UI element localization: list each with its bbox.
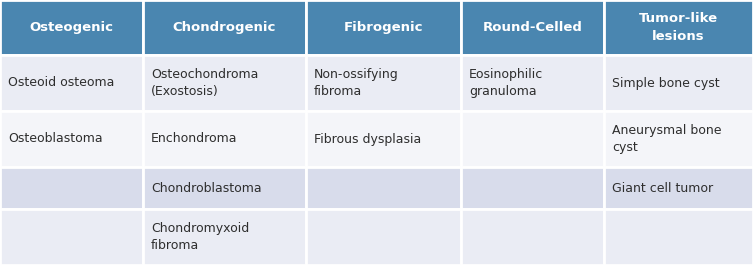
Bar [306, 167, 461, 209]
Text: Round-Celled: Round-Celled [483, 21, 582, 34]
Bar [461, 209, 604, 265]
Text: Non-ossifying
fibroma: Non-ossifying fibroma [314, 68, 399, 98]
Bar [0, 209, 143, 265]
Bar [143, 55, 306, 111]
Text: Chondroblastoma: Chondroblastoma [151, 182, 261, 195]
Text: Aneurysmal bone
cyst: Aneurysmal bone cyst [612, 124, 721, 154]
Text: Giant cell tumor: Giant cell tumor [612, 182, 713, 195]
Bar [461, 167, 604, 209]
Bar [306, 55, 461, 111]
Text: Fibrogenic: Fibrogenic [344, 21, 423, 34]
Text: Osteoid osteoma: Osteoid osteoma [8, 76, 114, 90]
Bar [604, 209, 753, 265]
Bar [461, 111, 604, 167]
Bar [143, 0, 306, 55]
Text: Osteochondroma
(Exostosis): Osteochondroma (Exostosis) [151, 68, 258, 98]
Bar [143, 209, 306, 265]
Text: Tumor-like
lesions: Tumor-like lesions [639, 13, 718, 43]
Text: Osteoblastoma: Osteoblastoma [8, 133, 102, 145]
Text: Chondrogenic: Chondrogenic [172, 21, 276, 34]
Bar [143, 167, 306, 209]
Bar [604, 167, 753, 209]
Bar [143, 111, 306, 167]
Bar [461, 0, 604, 55]
Bar [461, 55, 604, 111]
Text: Eosinophilic
granuloma: Eosinophilic granuloma [469, 68, 543, 98]
Text: Osteogenic: Osteogenic [29, 21, 114, 34]
Text: Fibrous dysplasia: Fibrous dysplasia [314, 133, 421, 145]
Bar [0, 55, 143, 111]
Bar [0, 111, 143, 167]
Bar [0, 167, 143, 209]
Bar [604, 111, 753, 167]
Bar [0, 0, 143, 55]
Bar [306, 209, 461, 265]
Bar [306, 0, 461, 55]
Bar [604, 55, 753, 111]
Text: Simple bone cyst: Simple bone cyst [612, 76, 720, 90]
Text: Enchondroma: Enchondroma [151, 133, 237, 145]
Text: Chondromyxoid
fibroma: Chondromyxoid fibroma [151, 222, 249, 252]
Bar [604, 0, 753, 55]
Bar [306, 111, 461, 167]
